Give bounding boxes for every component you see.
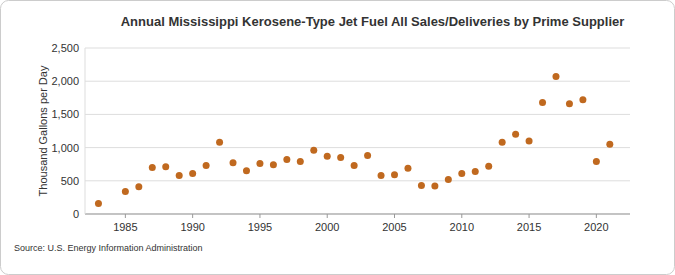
point — [485, 163, 492, 170]
x-tick — [327, 214, 328, 218]
point — [418, 182, 425, 189]
x-tick-label: 1995 — [248, 221, 272, 233]
grid-line — [85, 147, 630, 148]
point — [526, 137, 533, 144]
frame — [1, 1, 675, 275]
point — [149, 164, 156, 171]
grid-line — [85, 214, 630, 215]
y-tick-label: 2,000 — [51, 75, 79, 87]
point — [243, 167, 250, 174]
x-tick — [394, 214, 395, 218]
y-tick-label: 1,000 — [51, 142, 79, 154]
x-tick — [192, 214, 193, 218]
y-tick-label: 0 — [73, 208, 79, 220]
y-tick-label: 500 — [61, 175, 79, 187]
point — [351, 162, 358, 169]
point — [566, 100, 573, 107]
x-tick-label: 2010 — [450, 221, 474, 233]
grid-line — [85, 81, 630, 82]
y-tick-label: 2,500 — [51, 42, 79, 54]
point — [283, 156, 290, 163]
point — [95, 200, 102, 207]
source: Source: U.S. Energy Information Administ… — [14, 243, 203, 253]
x-tick-label: 2015 — [517, 221, 541, 233]
point — [391, 171, 398, 178]
y-axis-line — [85, 48, 86, 214]
x-tick-label: 1990 — [180, 221, 204, 233]
x-tick-label: 2000 — [315, 221, 339, 233]
point — [176, 172, 183, 179]
point — [310, 147, 317, 154]
point — [270, 161, 277, 168]
x-tick — [529, 214, 530, 218]
point — [606, 141, 613, 148]
point — [230, 159, 237, 166]
point — [445, 176, 452, 183]
grid-line — [85, 114, 630, 115]
y-tick-label: 1,500 — [51, 108, 79, 120]
point — [552, 73, 559, 80]
point — [364, 152, 371, 159]
point — [122, 188, 129, 195]
title: Annual Mississippi Kerosene-Type Jet Fue… — [121, 14, 625, 29]
point — [337, 154, 344, 161]
x-tick — [596, 214, 597, 218]
point — [499, 139, 506, 146]
x-tick — [125, 214, 126, 218]
point — [512, 131, 519, 138]
point — [539, 99, 546, 106]
x-tick — [461, 214, 462, 218]
x-axis-line — [85, 214, 630, 215]
point — [458, 170, 465, 177]
x-tick-label: 2020 — [584, 221, 608, 233]
x-tick-label: 1985 — [113, 221, 137, 233]
point — [472, 168, 479, 175]
point — [256, 160, 263, 167]
chart: Annual Mississippi Kerosene-Type Jet Fue… — [0, 0, 675, 275]
point — [593, 158, 600, 165]
point — [404, 165, 411, 172]
point — [579, 96, 586, 103]
y-axis-label: Thousand Gallons per Day — [37, 65, 49, 196]
point — [162, 163, 169, 170]
point — [135, 183, 142, 190]
point — [297, 158, 304, 165]
x-tick-label: 2005 — [382, 221, 406, 233]
x-tick — [259, 214, 260, 218]
point — [324, 153, 331, 160]
grid-line — [85, 180, 630, 181]
point — [431, 183, 438, 190]
point — [189, 170, 196, 177]
point — [216, 139, 223, 146]
points — [95, 73, 613, 207]
point — [203, 162, 210, 169]
point — [378, 172, 385, 179]
grid-line — [85, 48, 630, 49]
